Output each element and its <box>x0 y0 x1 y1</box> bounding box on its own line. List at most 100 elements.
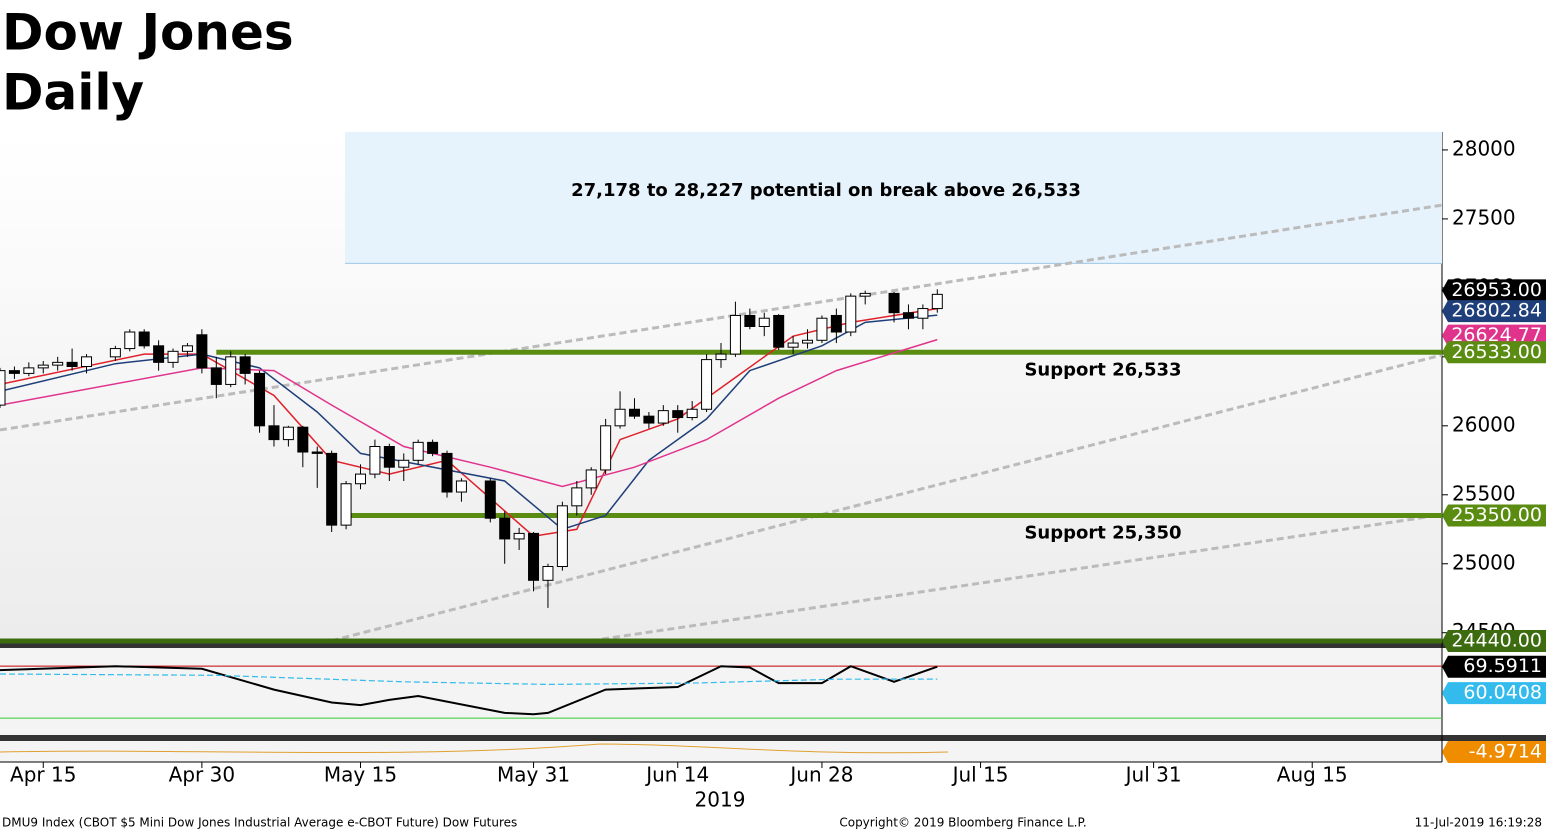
candle-body <box>340 483 352 526</box>
candle-body <box>787 342 799 348</box>
ma-tag-box <box>1442 324 1546 347</box>
ma-tag: 26624.77 <box>1451 324 1542 346</box>
macd-tag-box <box>1442 741 1546 763</box>
support-annotation: Support 26,533 <box>1024 359 1181 380</box>
candle-body <box>542 566 554 581</box>
candle-body <box>686 408 698 419</box>
candle-body <box>816 317 828 341</box>
candle-body <box>225 356 237 385</box>
candle-body <box>802 339 814 344</box>
candle-body <box>701 359 713 410</box>
rsi-tag-box <box>1442 682 1546 705</box>
candle-body <box>326 452 338 526</box>
x-tick-label: Jul 15 <box>951 763 1009 787</box>
candle-body <box>81 356 93 367</box>
candle-body <box>888 292 900 314</box>
y-tick-label: 26000 <box>1452 412 1516 436</box>
candle-body <box>8 370 20 374</box>
rsi-line <box>0 665 938 716</box>
candle-body <box>830 314 842 333</box>
candle-body <box>383 446 395 468</box>
candle-body <box>845 295 857 333</box>
x-tick-label: Aug 15 <box>1277 763 1348 787</box>
x-tick-label: Apr 15 <box>10 763 76 787</box>
candle-body <box>744 314 756 327</box>
candle-body <box>52 361 64 366</box>
support-tag: 24440.00 <box>1451 630 1542 652</box>
candle-body <box>729 314 741 355</box>
chart-subtitle: Daily <box>2 64 144 122</box>
candle-body <box>196 334 208 369</box>
candle-body <box>643 415 655 424</box>
candle-body <box>109 348 121 358</box>
candle-body <box>455 480 467 493</box>
candle-body <box>657 410 669 424</box>
x-tick-label: Jun 14 <box>644 763 709 787</box>
candle-body <box>917 308 929 319</box>
candle-body <box>715 353 727 361</box>
candle-body <box>859 292 871 297</box>
macd-line <box>0 743 949 754</box>
candle-body <box>773 314 785 348</box>
candle-body <box>369 446 381 475</box>
candle-body <box>181 345 193 352</box>
candle-body <box>902 312 914 319</box>
target-zone <box>345 132 1442 264</box>
candle-body <box>398 459 410 468</box>
candle-body <box>427 441 439 454</box>
candle-body <box>672 410 684 419</box>
y-tick-label: 25500 <box>1452 481 1516 505</box>
candle-body <box>254 372 266 427</box>
panel-divider <box>0 735 1546 741</box>
support-tag-box <box>1442 630 1546 652</box>
x-tick-label: May 15 <box>324 763 397 787</box>
candle-body <box>441 452 453 493</box>
candle-body <box>758 317 770 327</box>
x-axis-label: 2019 <box>695 788 746 812</box>
candle-body <box>0 370 6 406</box>
candle-body <box>282 426 294 441</box>
support-tag-box <box>1442 341 1546 364</box>
candle-body <box>571 487 583 507</box>
trend-line <box>331 353 1443 643</box>
zone-annotation: 27,178 to 28,227 potential on break abov… <box>571 180 1081 201</box>
candle-body <box>37 364 49 369</box>
x-tick-label: Apr 30 <box>169 763 235 787</box>
candle-body <box>311 451 323 454</box>
y-tick-label: 27500 <box>1452 205 1516 229</box>
ma-tag: 26802.84 <box>1451 300 1542 322</box>
candle-body <box>931 293 943 310</box>
source: DMU9 Index (CBOT $5 Mini Dow Jones Indus… <box>2 816 517 830</box>
panel-divider <box>0 641 1546 648</box>
candle-body <box>355 473 366 485</box>
candle-body <box>600 425 612 471</box>
rsi-tag: 60.0408 <box>1463 682 1542 704</box>
candle-body <box>239 356 251 374</box>
timestamp: 11-Jul-2019 16:19:28 <box>1415 816 1542 830</box>
trend-line <box>0 203 1443 432</box>
last-price-tag: 26953.00 <box>1451 279 1542 301</box>
candle-body <box>556 505 568 568</box>
candle-body <box>66 361 78 367</box>
trend-line <box>591 513 1443 643</box>
chart-title: Dow Jones <box>2 4 294 62</box>
candle-body <box>585 469 597 489</box>
candle-body <box>484 480 496 519</box>
macd-panel <box>0 741 1442 762</box>
support-tag-box <box>1442 504 1546 527</box>
support-tag: 25350.00 <box>1451 504 1542 526</box>
candle-body <box>124 331 136 350</box>
support-tag: 26533.00 <box>1451 341 1542 363</box>
copyright: Copyright© 2019 Bloomberg Finance L.P. <box>839 816 1086 830</box>
x-tick-label: May 31 <box>497 763 570 787</box>
ma-tag-box <box>1442 300 1546 323</box>
candle-body <box>297 426 309 453</box>
candle-body <box>628 408 640 417</box>
candle-body <box>210 367 222 385</box>
candle-body <box>614 408 626 427</box>
candle-body <box>23 367 35 374</box>
rsi-tag-box <box>1442 655 1546 678</box>
y-tick-label: 25000 <box>1452 550 1516 574</box>
candle-body <box>528 532 540 581</box>
